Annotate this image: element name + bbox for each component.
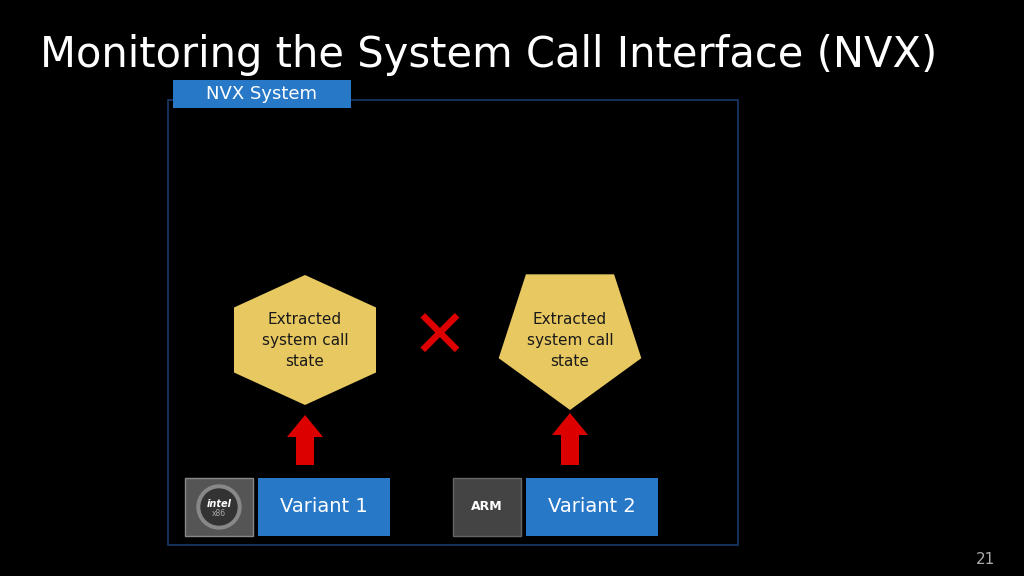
Text: ARM: ARM (471, 501, 503, 513)
FancyBboxPatch shape (173, 80, 351, 108)
Text: Extracted
system call
state: Extracted system call state (526, 312, 613, 369)
Text: Variant 2: Variant 2 (548, 498, 636, 517)
Text: NVX System: NVX System (207, 85, 317, 103)
Text: intel: intel (207, 499, 231, 509)
FancyBboxPatch shape (453, 478, 521, 536)
Text: Extracted
system call
state: Extracted system call state (262, 312, 348, 369)
Circle shape (201, 489, 237, 525)
Polygon shape (234, 275, 376, 405)
Polygon shape (499, 274, 641, 410)
FancyBboxPatch shape (168, 100, 738, 545)
Text: Monitoring the System Call Interface (NVX): Monitoring the System Call Interface (NV… (40, 34, 937, 76)
Text: Variant 1: Variant 1 (281, 498, 368, 517)
FancyBboxPatch shape (185, 478, 253, 536)
FancyArrow shape (287, 415, 323, 465)
FancyBboxPatch shape (258, 478, 390, 536)
FancyBboxPatch shape (526, 478, 658, 536)
Text: x86: x86 (212, 510, 226, 518)
Text: ✕: ✕ (412, 305, 468, 371)
Text: 21: 21 (976, 552, 995, 567)
FancyArrow shape (552, 413, 588, 465)
Circle shape (197, 485, 241, 529)
